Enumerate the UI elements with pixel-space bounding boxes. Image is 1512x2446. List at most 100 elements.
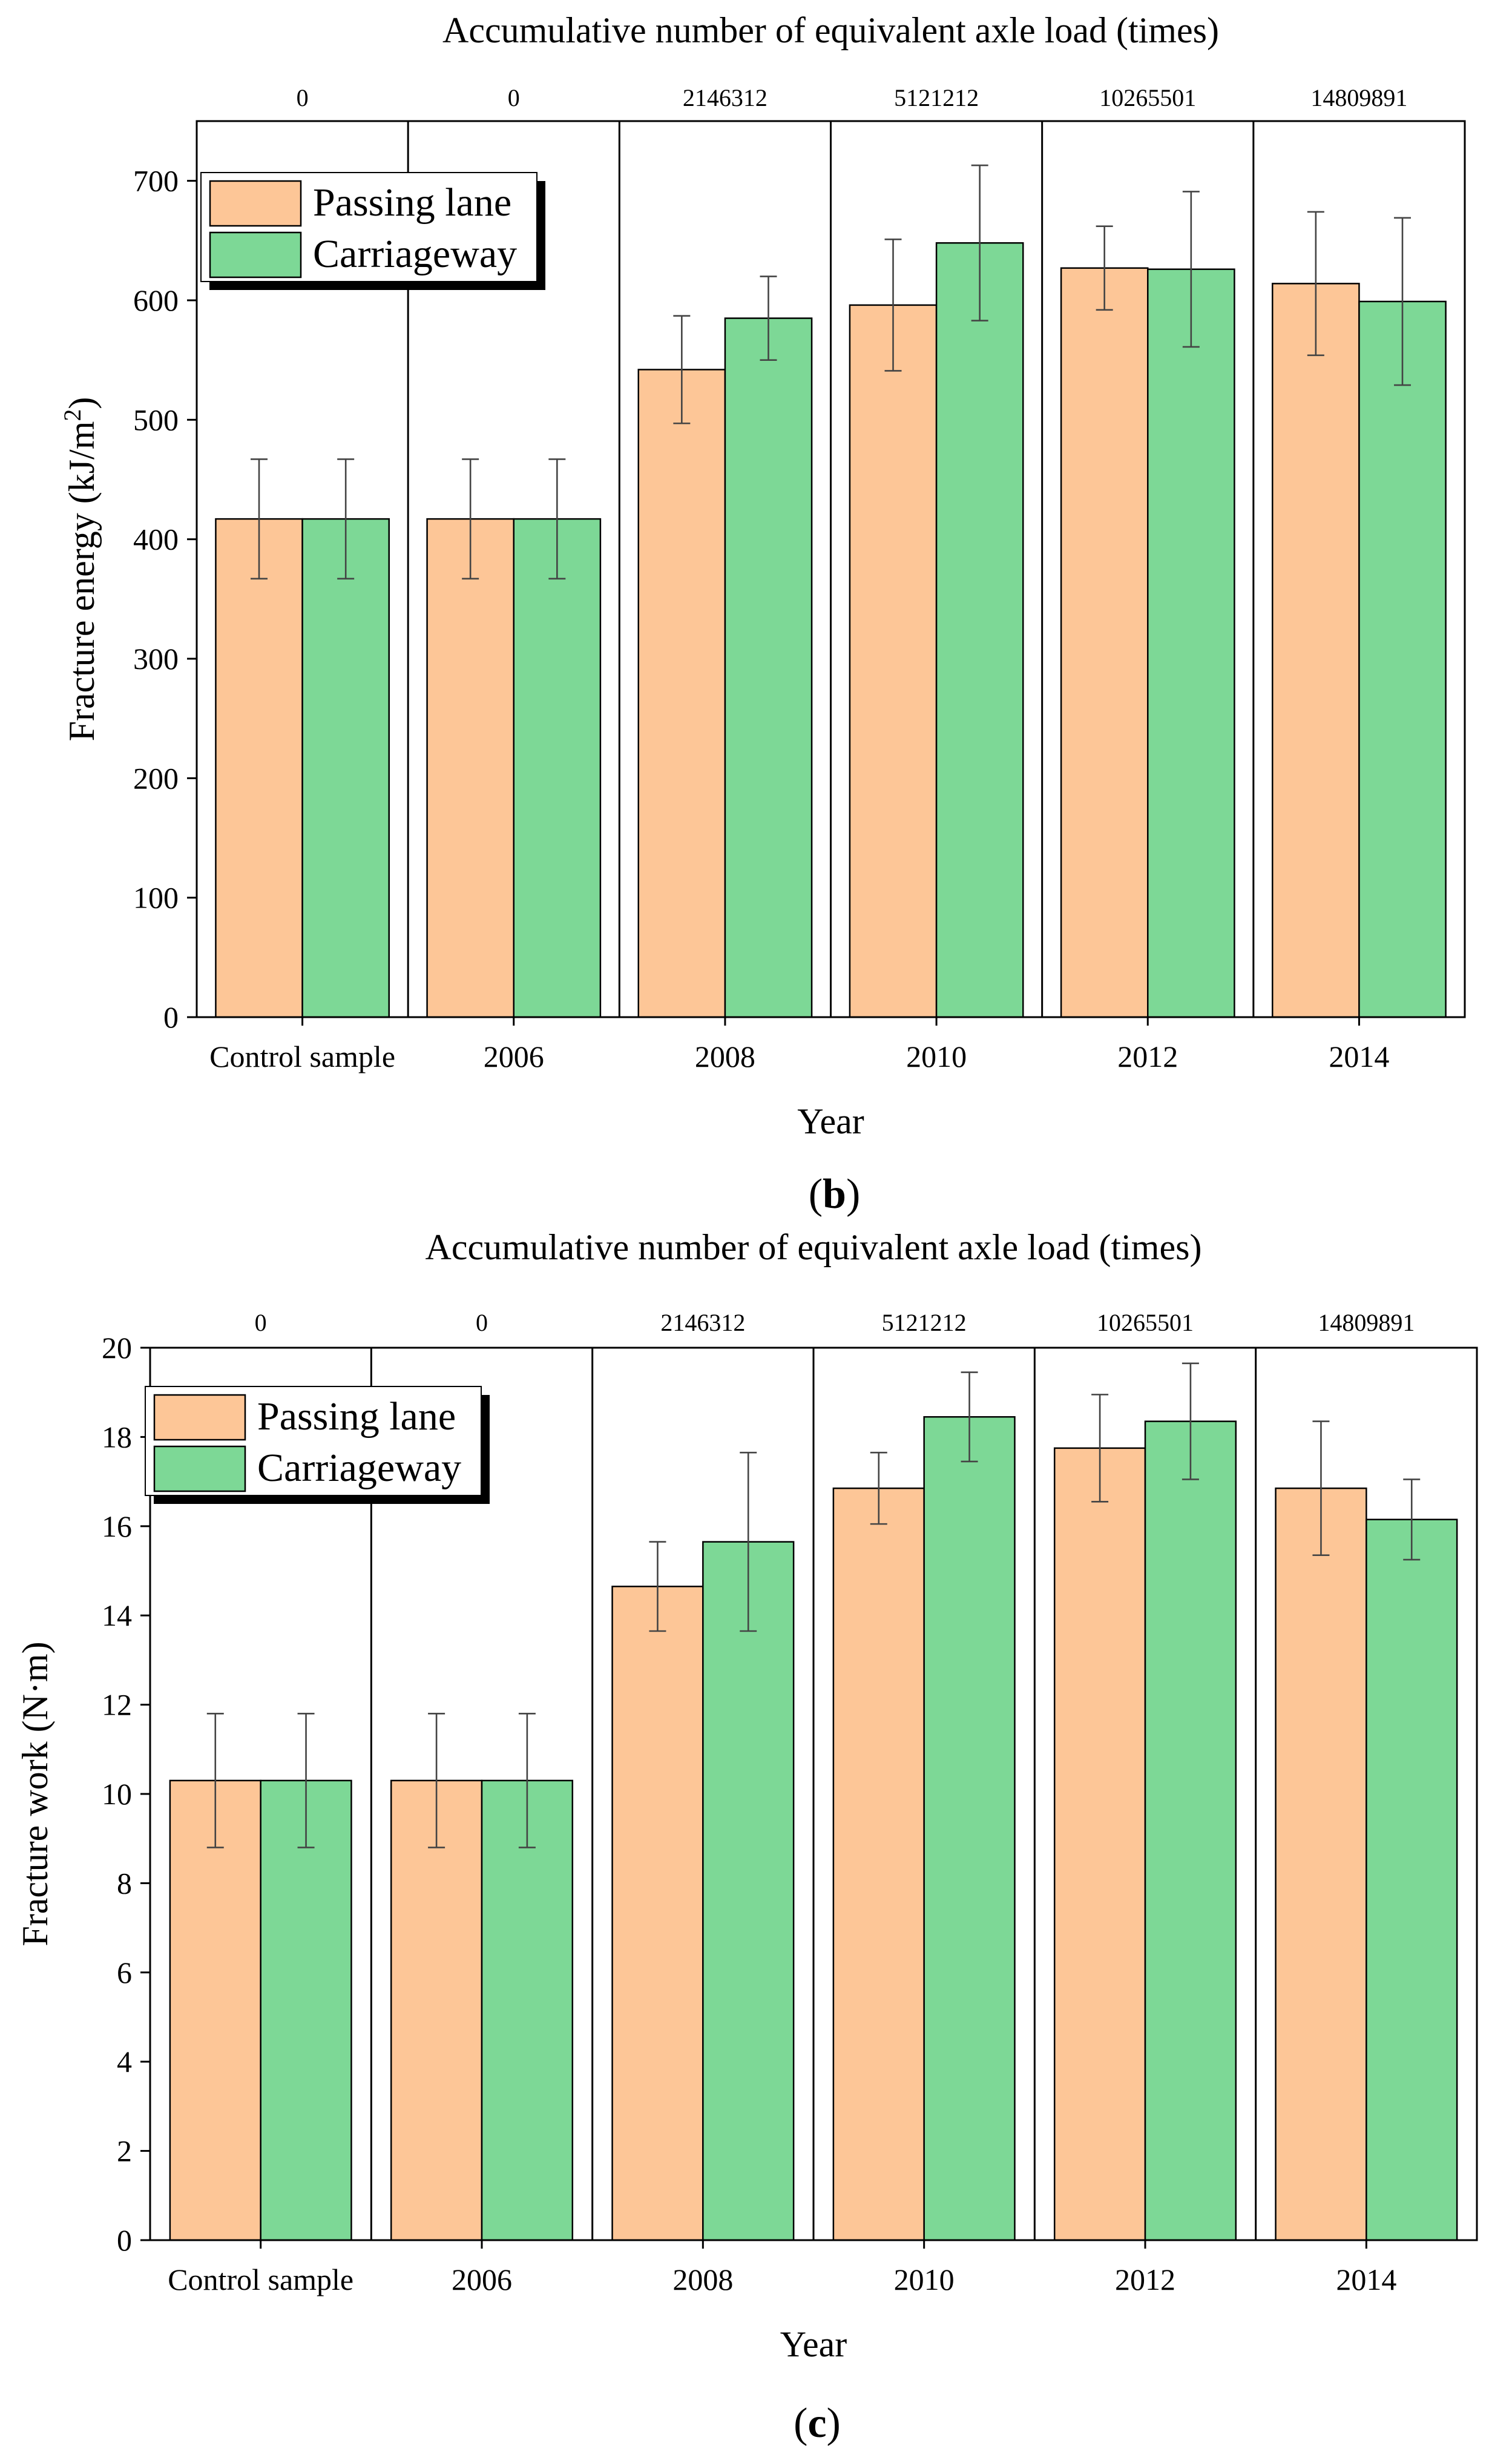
top-axis-label: 10265501 <box>1099 84 1196 111</box>
y-axis-title: Fracture energy (kJ/m2) <box>59 397 102 742</box>
bar-carriageway-2 <box>513 518 602 1018</box>
error-bar-carriageway-5 <box>1182 191 1200 348</box>
bar-passing-lane-6 <box>1275 1487 1367 2241</box>
chart-title: Accumulative number of equivalent axle l… <box>426 1227 1202 1267</box>
bar-passing-lane-3 <box>637 369 726 1018</box>
top-axis-label: 5121212 <box>882 1309 967 1336</box>
x-tick-label: 2014 <box>1329 1040 1389 1073</box>
bar-passing-lane-1 <box>215 518 303 1018</box>
legend-swatch-carriageway <box>209 231 302 279</box>
error-bar-passing-lane-2 <box>428 1713 445 1848</box>
bar-carriageway-6 <box>1358 300 1447 1018</box>
bar-carriageway-3 <box>702 1541 795 2241</box>
bar-carriageway-3 <box>724 317 813 1018</box>
error-bar-carriageway-4 <box>961 1371 978 1463</box>
error-bar-passing-lane-1 <box>251 458 268 580</box>
bar-carriageway-4 <box>923 1416 1016 2241</box>
top-axis-label: 0 <box>255 1309 267 1336</box>
error-bar-passing-lane-2 <box>462 458 479 580</box>
bar-carriageway-2 <box>481 1779 574 2241</box>
bar-passing-lane-1 <box>169 1779 261 2241</box>
y-tick-label: 10 <box>102 1777 132 1811</box>
y-tick-label: 2 <box>117 2134 132 2168</box>
x-tick-label: Control sample <box>209 1040 395 1073</box>
error-bar-passing-lane-5 <box>1096 225 1113 311</box>
top-axis-label: 0 <box>297 84 309 111</box>
bar-passing-lane-5 <box>1060 267 1149 1018</box>
error-bar-passing-lane-6 <box>1312 1420 1330 1557</box>
y-tick-label: 4 <box>117 2045 132 2078</box>
error-bar-passing-lane-1 <box>206 1713 224 1848</box>
x-tick-label: 2012 <box>1115 2263 1175 2296</box>
bar-passing-lane-6 <box>1272 283 1360 1018</box>
error-bar-passing-lane-4 <box>884 239 902 372</box>
x-tick-label: 2008 <box>672 2263 733 2296</box>
y-tick-label: 16 <box>102 1509 132 1543</box>
y-tick-label: 100 <box>133 881 179 915</box>
x-tick-label: 2010 <box>906 1040 967 1073</box>
top-axis-label: 5121212 <box>894 84 979 111</box>
y-tick-label: 0 <box>117 2223 132 2257</box>
legend-label-passing-lane: Passing lane <box>257 1394 456 1439</box>
chart-panel-c: 0 2 4 6 8 10 12 14 16 18 20 Control sample 2006 2008 2… <box>15 1227 1478 2446</box>
error-bar-carriageway-5 <box>1182 1362 1199 1480</box>
bar-carriageway-1 <box>260 1779 352 2241</box>
x-tick-label: 2008 <box>695 1040 755 1073</box>
bar-carriageway-4 <box>935 242 1024 1018</box>
error-bar-carriageway-6 <box>1394 217 1411 386</box>
error-bar-carriageway-1 <box>297 1713 315 1848</box>
error-bar-carriageway-2 <box>518 1713 536 1848</box>
legend: Passing lane Carriageway <box>145 1386 490 1504</box>
bar-passing-lane-3 <box>611 1586 704 2241</box>
x-tick-label: Control sample <box>168 2263 353 2296</box>
legend-swatch-passing-lane <box>209 180 302 227</box>
x-tick-label: 2014 <box>1336 2263 1396 2296</box>
y-tick-label: 8 <box>117 1866 132 1900</box>
bar-carriageway-5 <box>1147 268 1235 1018</box>
y-axis-title: Fracture work (N·m) <box>15 1641 55 1946</box>
chart-panel-b: 0 100 200 300 400 500 600 700 Control sample 2006… <box>59 10 1466 1218</box>
x-tick-label: 2006 <box>484 1040 544 1073</box>
error-bar-passing-lane-6 <box>1307 211 1324 357</box>
top-axis-label: 2146312 <box>683 84 768 111</box>
top-axis-label: 0 <box>508 84 520 111</box>
error-bar-passing-lane-4 <box>870 1451 887 1525</box>
panel-label: (b) <box>809 1171 861 1218</box>
legend: Passing lane Carriageway <box>200 172 545 290</box>
y-tick-label: 400 <box>133 522 179 556</box>
bar-passing-lane-4 <box>832 1487 925 2241</box>
legend-swatch-passing-lane <box>153 1394 246 1441</box>
y-tick-label: 12 <box>102 1688 132 1722</box>
error-bar-passing-lane-3 <box>673 315 691 424</box>
error-bar-passing-lane-3 <box>649 1541 666 1632</box>
bar-passing-lane-2 <box>390 1779 483 2241</box>
chart-title: Accumulative number of equivalent axle l… <box>442 10 1219 50</box>
y-tick-label: 18 <box>102 1420 132 1454</box>
legend-label-passing-lane: Passing lane <box>313 180 511 225</box>
bar-carriageway-5 <box>1144 1420 1237 2241</box>
error-bar-carriageway-3 <box>740 1451 757 1632</box>
top-axis-label: 10265501 <box>1097 1309 1194 1336</box>
bar-passing-lane-5 <box>1053 1447 1146 2241</box>
top-axis-label: 14809891 <box>1310 84 1407 111</box>
x-tick-label: 2006 <box>452 2263 512 2296</box>
bar-passing-lane-2 <box>426 518 515 1018</box>
legend-swatch-carriageway <box>153 1445 246 1492</box>
y-tick-label: 300 <box>133 642 179 676</box>
panel-label: (c) <box>794 2400 841 2446</box>
top-axis-label: 2146312 <box>660 1309 745 1336</box>
legend-label-carriageway: Carriageway <box>257 1446 461 1490</box>
bar-carriageway-1 <box>301 518 390 1018</box>
error-bar-carriageway-3 <box>760 275 777 361</box>
error-bar-carriageway-2 <box>548 458 566 580</box>
error-bar-carriageway-4 <box>971 164 988 321</box>
error-bar-passing-lane-5 <box>1091 1394 1109 1503</box>
top-axis-label: 14809891 <box>1318 1309 1415 1336</box>
y-tick-label: 700 <box>133 164 179 198</box>
y-tick-label: 0 <box>163 1000 179 1034</box>
bar-carriageway-6 <box>1366 1518 1458 2241</box>
x-axis-title: Year <box>780 2324 847 2364</box>
bar-passing-lane-4 <box>849 304 938 1018</box>
legend-label-carriageway: Carriageway <box>313 232 517 276</box>
